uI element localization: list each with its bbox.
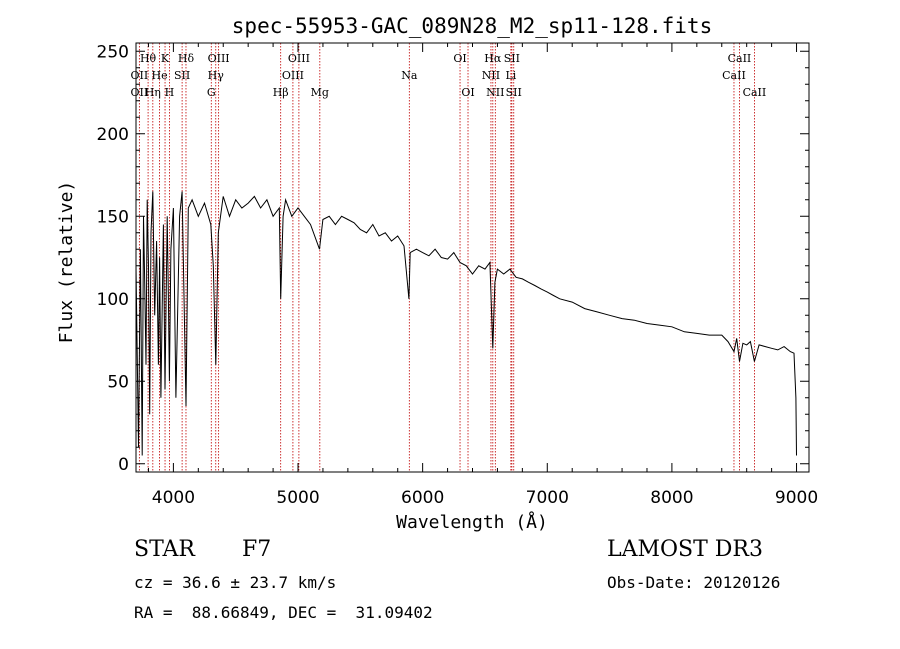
x-tick-label-4: 8000 [650,488,693,508]
y-tick-label-3: 150 [97,207,129,227]
x-tick-label-5: 9000 [775,488,818,508]
y-tick-label-2: 100 [97,290,129,310]
redshift-readout: cz = 36.6 ± 23.7 km/s [134,573,337,592]
object-class: STAR [134,537,195,562]
line-label-12: Hγ [208,69,225,82]
obs-date: Obs-Date: 20120126 [607,573,781,592]
chart-title: spec-55953-GAC_089N28_M2_sp11-128.fits [232,14,712,38]
line-label-22: Hβ [273,86,289,99]
line-label-16: Li [505,69,516,82]
line-label-25: NII [486,86,504,99]
coordinates: RA = 88.66849, DEC = 31.09402 [134,603,433,622]
line-label-27: CaII [743,86,767,99]
line-label-1: K [161,52,170,65]
line-label-23: Mg [311,86,329,99]
line-label-19: Hη [145,86,161,99]
line-label-26: SII [506,86,522,99]
y-tick-label-5: 250 [97,42,129,62]
line-label-18: OII [131,86,149,99]
line-label-17: CaII [722,69,746,82]
x-tick-label-3: 7000 [526,488,569,508]
line-label-3: OIII [208,52,230,65]
line-markers [138,43,755,472]
spectrum-chart: spec-55953-GAC_089N28_M2_sp11-128.fits H… [56,14,818,533]
line-label-10: He [152,69,168,82]
object-subclass: F7 [242,537,272,562]
line-label-0: Hθ [140,52,157,65]
x-tick-label-1: 5000 [276,488,319,508]
y-axis: 0 50 100 150 200 250 [97,42,809,475]
line-label-4: OIII [288,52,310,65]
line-label-5: OI [453,52,466,65]
x-tick-label-0: 4000 [152,488,195,508]
line-label-11: SII [174,69,190,82]
spectrum-line [135,191,797,456]
line-label-8: CaII [728,52,752,65]
line-label-13: OIII [282,69,304,82]
plot-frame [135,42,810,473]
line-label-7: SII [504,52,520,65]
survey-name: LAMOST DR3 [607,537,763,562]
line-label-20: H [165,86,175,99]
line-label-21: G [207,86,216,99]
line-label-6: Hα [484,52,502,65]
line-label-15: NII [482,69,500,82]
line-label-24: OI [461,86,474,99]
x-tick-label-2: 6000 [401,488,444,508]
y-tick-label-0: 0 [118,455,129,475]
y-tick-label-4: 200 [97,125,129,145]
x-axis: 4000 5000 6000 7000 8000 9000 [147,43,818,508]
line-label-2: Hδ [178,52,195,65]
x-axis-label: Wavelength (Å) [396,511,548,533]
line-label-9: OII [131,69,149,82]
y-tick-label-1: 50 [107,372,129,392]
y-axis-label: Flux (relative) [56,181,77,344]
line-label-14: Na [401,69,418,82]
